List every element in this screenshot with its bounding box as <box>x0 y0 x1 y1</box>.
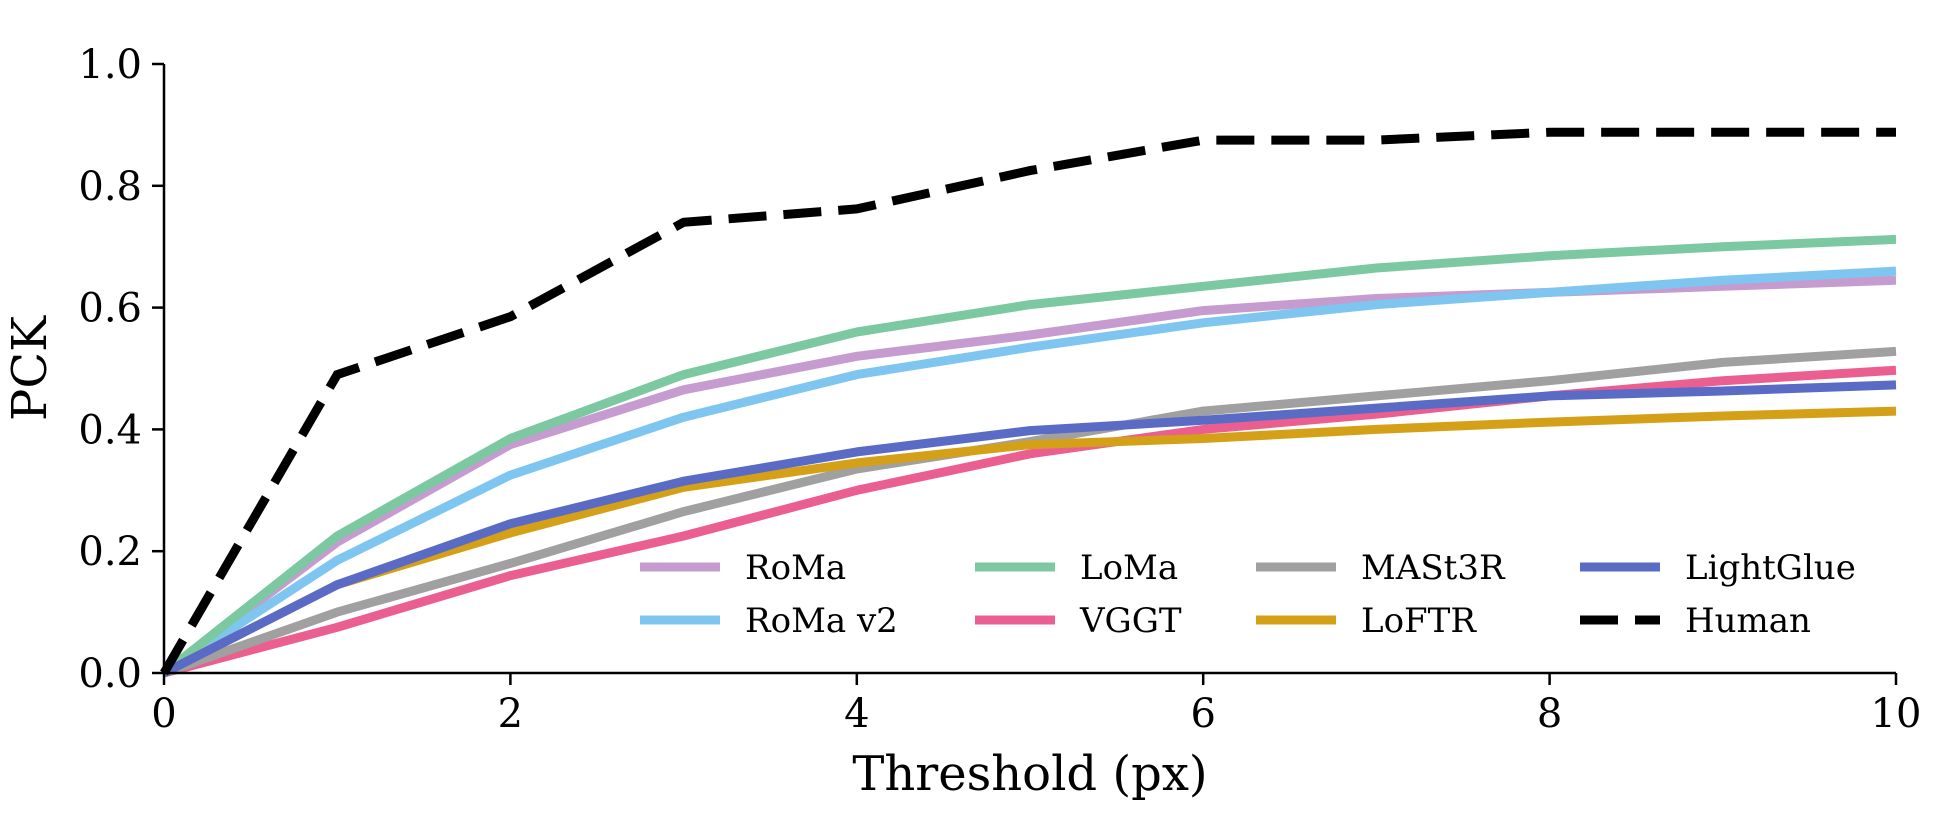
y-axis-title: PCK <box>2 315 58 421</box>
series-line-loma <box>161 234 1897 677</box>
series-layer <box>160 127 1897 678</box>
legend-label-loma: LoMa <box>1080 548 1178 588</box>
x-tick-label: 8 <box>1537 691 1562 737</box>
x-tick-label: 2 <box>498 691 523 737</box>
x-tick-label: 4 <box>844 691 869 737</box>
legend-label-roma-v2: RoMa v2 <box>745 601 898 641</box>
legend-label-mast3r: MASt3R <box>1361 548 1506 588</box>
legend-label-human: Human <box>1685 601 1811 641</box>
y-tick-label: 0.0 <box>78 651 142 697</box>
y-tick-label: 0.6 <box>78 286 142 332</box>
y-tick-label: 0.2 <box>78 529 142 575</box>
y-tick-label: 0.8 <box>78 164 142 210</box>
series-line-roma <box>161 275 1897 677</box>
x-tick-label: 0 <box>151 691 176 737</box>
legend-label-loftr: LoFTR <box>1361 601 1477 641</box>
series-line-roma-v2 <box>161 266 1897 677</box>
series-line-lightglue <box>161 380 1897 678</box>
legend: RoMa RoMa v2 LoMa VGGT MASt3R LoFTR LightGlue H… <box>640 548 1856 641</box>
y-tick-label: 0.4 <box>78 407 142 453</box>
y-tick-label: 1.0 <box>78 42 142 88</box>
x-tick-label: 6 <box>1190 691 1215 737</box>
series-line-human <box>160 127 1896 676</box>
legend-label-vggt: VGGT <box>1079 601 1182 641</box>
series-line-loftr <box>161 406 1897 678</box>
ticks-layer: 0 2 4 6 8 10 0.0 0.2 0.4 0.6 0.8 1.0 <box>78 42 1921 737</box>
x-axis-title: Threshold (px) <box>852 746 1207 802</box>
series-line-mast3r <box>162 346 1897 678</box>
legend-label-lightglue: LightGlue <box>1685 548 1856 588</box>
x-tick-label: 10 <box>1871 691 1922 737</box>
legend-label-roma: RoMa <box>745 548 846 588</box>
